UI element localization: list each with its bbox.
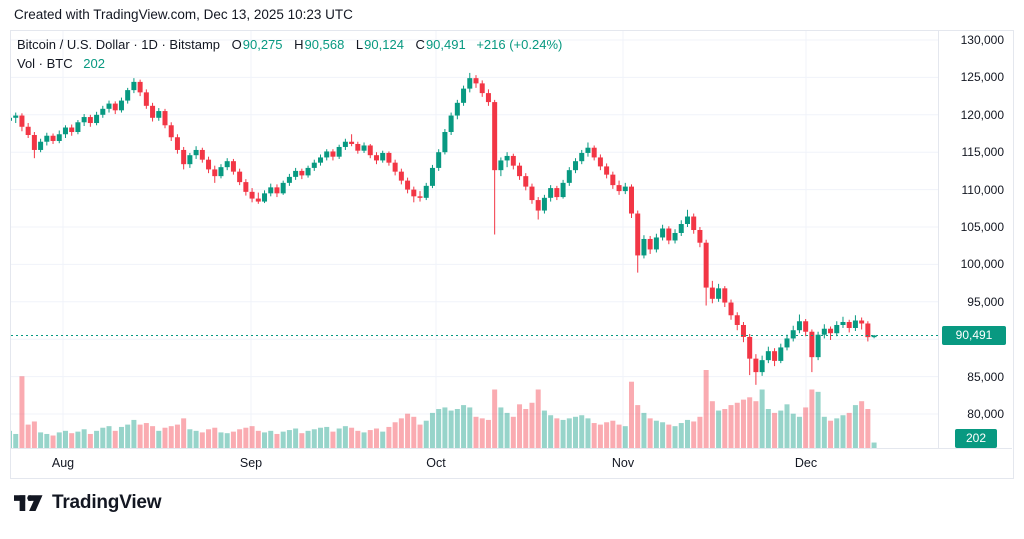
candles (11, 72, 877, 385)
close-value: 90,491 (425, 37, 466, 52)
high-value: 90,568 (304, 37, 345, 52)
volume-badge: 202 (955, 429, 997, 448)
price-tick-label: 130,000 (960, 33, 1004, 47)
legend-row-volume: Vol · BTC 202 (17, 54, 562, 73)
chart-frame: Bitcoin / U.S. Dollar · 1D · Bitstamp O9… (10, 30, 1014, 479)
price-tick-label: 100,000 (960, 257, 1004, 272)
legend-row-symbol: Bitcoin / U.S. Dollar · 1D · Bitstamp O9… (17, 35, 562, 54)
price-tick-label: 85,000 (967, 369, 1004, 384)
h-gridlines (11, 39, 938, 415)
high-label: H (294, 37, 304, 52)
symbol-title[interactable]: Bitcoin / U.S. Dollar · 1D · Bitstamp (17, 37, 220, 52)
volume-value: 202 (83, 56, 105, 71)
price-tick-label: 110,000 (961, 182, 1005, 197)
open-value: 90,275 (242, 37, 283, 52)
price-tick-label: 105,000 (960, 220, 1004, 234)
price-tick-label: 95,000 (967, 294, 1004, 309)
time-axis-label: Sep (239, 456, 263, 470)
low-label: L (355, 37, 364, 52)
change-value: +216 (+0.24%) (476, 37, 563, 52)
price-axis: 90,491 202 130,000 125,000 120,000 115,000 1… (938, 31, 1013, 448)
price-tick-label: 120,000 (960, 107, 1004, 122)
price-tick-label: 80,000 (967, 407, 1004, 421)
attribution-text: Created with TradingView.com, Dec 13, 20… (14, 7, 353, 22)
open-label: O (231, 37, 242, 52)
volume-bars (11, 370, 877, 448)
chart-legend: Bitcoin / U.S. Dollar · 1D · Bitstamp O9… (17, 35, 562, 73)
last-price-badge: 90,491 (942, 326, 1006, 346)
footer: TradingView (14, 492, 162, 514)
low-value: 90,124 (364, 37, 404, 52)
tradingview-logo-text: TradingView (52, 492, 162, 513)
time-axis-label: Nov (611, 456, 635, 470)
time-axis-label: Dec (794, 456, 818, 470)
price-plot (11, 31, 938, 448)
close-label: C (415, 37, 425, 52)
time-axis: Aug Sep Oct Nov Dec (11, 448, 1012, 478)
time-axis-label: Oct (426, 456, 446, 470)
time-axis-label: Aug (51, 456, 75, 470)
price-tick-label: 115,000 (961, 145, 1005, 160)
tradingview-logo[interactable]: TradingView (14, 492, 162, 514)
tradingview-logo-icon (14, 494, 43, 511)
price-tick-label: 125,000 (960, 70, 1004, 85)
volume-label: Vol · BTC (17, 56, 73, 71)
v-gridlines (62, 31, 807, 448)
